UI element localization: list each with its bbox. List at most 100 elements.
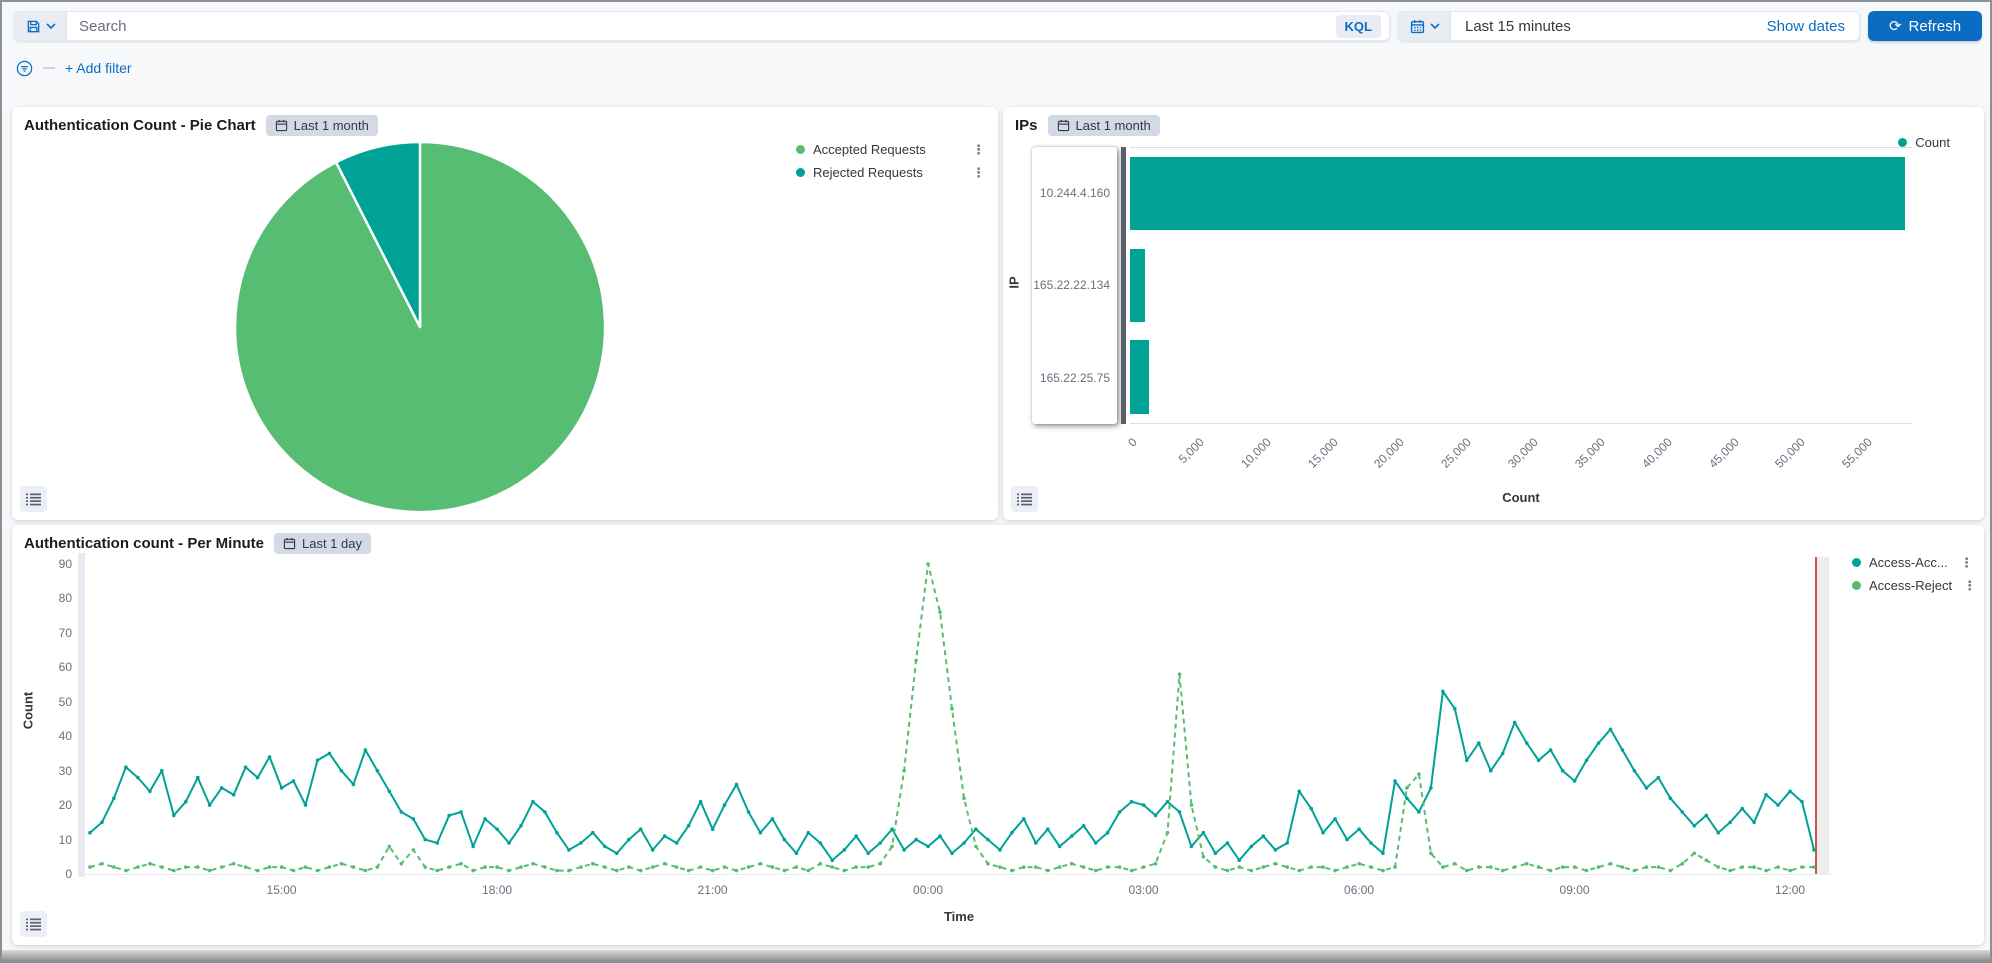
- filter-icon[interactable]: [16, 60, 33, 77]
- data-point: [1297, 868, 1301, 873]
- data-point: [387, 789, 392, 794]
- data-point: [662, 834, 667, 838]
- data-point: [926, 844, 930, 849]
- data-point: [1788, 789, 1792, 794]
- ellipsis-menu-icon[interactable]: ⋮: [1963, 578, 1977, 593]
- pie-chart[interactable]: [230, 137, 610, 517]
- search-input[interactable]: [67, 12, 1336, 40]
- x-tick-label: 09:00: [1559, 883, 1590, 897]
- bar-165.22.25.75[interactable]: [1130, 340, 1149, 414]
- data-point: [375, 865, 380, 869]
- data-point: [579, 865, 583, 869]
- panel-title[interactable]: Authentication Count - Pie Chart: [24, 117, 256, 134]
- ellipsis-menu-icon[interactable]: ⋮: [972, 142, 985, 157]
- refresh-button[interactable]: ⟳ Refresh: [1868, 11, 1982, 41]
- data-point: [806, 868, 811, 873]
- calendar-button[interactable]: [1399, 12, 1451, 40]
- data-point: [734, 868, 739, 873]
- data-point: [519, 824, 523, 828]
- data-point: [495, 827, 499, 831]
- data-point: [172, 813, 176, 818]
- time-range-value[interactable]: Last 15 minutes: [1465, 17, 1571, 35]
- data-point: [627, 865, 631, 869]
- data-point: [1441, 689, 1445, 694]
- data-point: [1381, 851, 1385, 856]
- legend-label[interactable]: Accepted Requests: [813, 142, 926, 157]
- data-point: [1608, 727, 1613, 732]
- data-point: [1393, 865, 1397, 869]
- data-point: [986, 837, 990, 842]
- series-line-Access-Reject[interactable]: [89, 563, 1814, 872]
- data-point: [1560, 865, 1565, 869]
- data-point: [543, 865, 547, 869]
- ellipsis-menu-icon[interactable]: ⋮: [1960, 555, 1973, 570]
- data-point: [243, 865, 248, 869]
- x-tick-label: 15:00: [266, 883, 297, 897]
- kql-button[interactable]: KQL: [1335, 14, 1381, 38]
- legend-toggle-button[interactable]: [20, 911, 47, 937]
- data-point: [1393, 779, 1397, 783]
- y-category-label: 165.22.22.134: [1033, 278, 1110, 293]
- legend-toggle-button[interactable]: [1011, 486, 1038, 512]
- data-point: [1572, 865, 1577, 869]
- series-line-Access-Acc...[interactable]: [89, 690, 1815, 862]
- legend-toggle-button[interactable]: [20, 486, 47, 512]
- calendar-icon: [1057, 119, 1069, 132]
- bar-165.22.22.134[interactable]: [1130, 248, 1145, 323]
- saved-query-button[interactable]: [15, 12, 67, 40]
- x-tick-label: 55,000: [1839, 435, 1876, 471]
- x-tick-label: 35,000: [1571, 435, 1608, 471]
- show-dates-link[interactable]: Show dates: [1766, 17, 1845, 35]
- legend-dot: [1852, 558, 1861, 567]
- data-point: [1093, 868, 1098, 873]
- data-point: [507, 841, 511, 845]
- legend-label[interactable]: Rejected Requests: [813, 165, 923, 180]
- line-plot-area[interactable]: [84, 553, 1834, 875]
- pie-slice-1[interactable]: [334, 140, 422, 329]
- data-point: [782, 868, 787, 873]
- data-point: [231, 793, 236, 797]
- data-point: [136, 775, 140, 780]
- x-tick-label: 30,000: [1505, 435, 1541, 471]
- legend-item: Accepted Requests ⋮: [796, 140, 988, 159]
- data-point: [1177, 810, 1182, 814]
- data-point: [1177, 672, 1182, 676]
- legend-label[interactable]: Count: [1915, 135, 1950, 150]
- data-point: [1656, 775, 1661, 780]
- data-point: [1548, 748, 1553, 752]
- data-point: [387, 844, 392, 849]
- data-point: [303, 865, 308, 869]
- data-point: [1201, 830, 1206, 835]
- panel-title[interactable]: Authentication count - Per Minute: [24, 535, 264, 552]
- add-filter-link[interactable]: + Add filter: [65, 60, 132, 76]
- bar-plot-area[interactable]: [1130, 147, 1912, 424]
- data-point: [1728, 820, 1732, 825]
- x-tick-label: 00:00: [913, 883, 944, 897]
- data-point: [1022, 817, 1026, 821]
- panel-ips: IPs Last 1 month Count IP 10.244.4.160 16…: [1003, 107, 1984, 520]
- data-point: [806, 830, 811, 835]
- data-point: [315, 758, 320, 763]
- date-picker: Last 15 minutes Show dates: [1398, 11, 1860, 41]
- legend-label[interactable]: Access-Acc...: [1869, 555, 1948, 570]
- data-point: [531, 799, 535, 804]
- data-point: [1129, 868, 1134, 873]
- data-point: [1213, 851, 1218, 856]
- data-point: [1189, 844, 1194, 849]
- bar-10.244.4.160[interactable]: [1130, 157, 1906, 231]
- data-point: [1093, 841, 1098, 845]
- panel-title[interactable]: IPs: [1015, 117, 1038, 134]
- data-point: [1596, 865, 1601, 869]
- line-chart[interactable]: [84, 553, 1834, 875]
- data-point: [1010, 830, 1014, 835]
- data-point: [160, 865, 164, 869]
- data-point: [1285, 841, 1289, 845]
- data-point: [1680, 861, 1685, 866]
- data-point: [207, 868, 212, 873]
- x-tick-label: 5,000: [1175, 435, 1207, 467]
- legend-label[interactable]: Access-Reject: [1869, 578, 1953, 593]
- data-point: [1225, 868, 1230, 873]
- legend-dot: [1852, 581, 1861, 590]
- ellipsis-menu-icon[interactable]: ⋮: [972, 165, 985, 180]
- time-badge-label: Last 1 day: [302, 536, 362, 551]
